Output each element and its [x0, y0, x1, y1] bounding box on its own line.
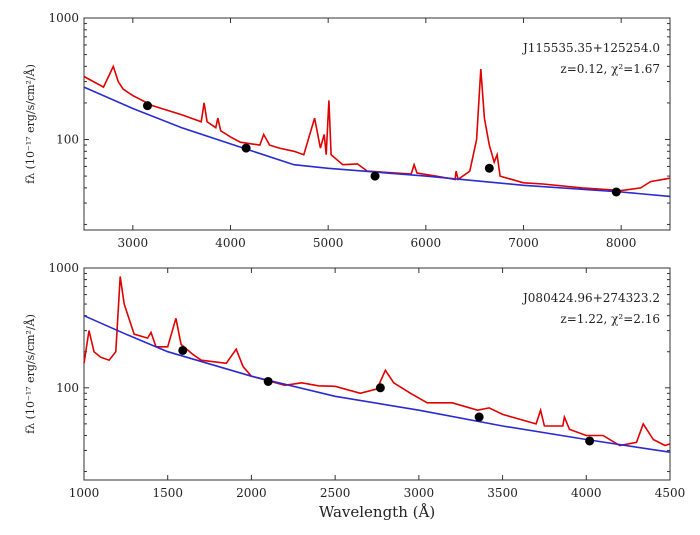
x-tick-label: 3000	[404, 486, 435, 500]
x-tick-label: 2000	[236, 486, 267, 500]
annotation-line: z=1.22, χ²=2.16	[560, 312, 660, 326]
y-tick-label: 100	[56, 133, 79, 147]
y-tick-label: 100	[56, 381, 79, 395]
x-tick-label: 5000	[313, 236, 344, 250]
panel-1: 3000 4000 5000 6000 7000 8000 100 1000 fλ (10⁻¹⁷…	[23, 11, 671, 250]
photometry-point	[484, 163, 494, 173]
photometry-point	[375, 383, 385, 393]
spectrum-line	[83, 276, 671, 447]
x-tick-label: 4000	[571, 486, 602, 500]
y-axis-label: fλ (10⁻¹⁷ erg/s/cm²/Å)	[23, 64, 37, 184]
plot-frame	[83, 267, 671, 481]
panel-2: 1000 1500 2000 2500 3000 3500 4000 4500 100 1000 f…	[23, 261, 685, 521]
y-axis-label: fλ (10⁻¹⁷ erg/s/cm²/Å)	[23, 314, 37, 434]
y-tick-label: 1000	[48, 261, 79, 275]
x-tick-label: 3000	[118, 236, 149, 250]
x-tick-label: 2500	[320, 486, 351, 500]
photometry-point	[142, 101, 152, 111]
x-tick-label: 3500	[487, 486, 518, 500]
photometry-point	[474, 412, 484, 422]
annotation-line: J080424.96+274323.2	[521, 291, 660, 305]
x-tick-label: 7000	[508, 236, 539, 250]
plot-frame	[83, 17, 671, 231]
photometry-point	[263, 376, 273, 386]
annotation-line: z=0.12, χ²=1.67	[560, 62, 660, 76]
photometry-point	[370, 171, 380, 181]
photometry-point	[585, 436, 595, 446]
x-tick-label: 1500	[152, 486, 183, 500]
x-tick-label: 6000	[411, 236, 442, 250]
annotation-line: J115535.35+125254.0	[521, 41, 660, 55]
continuum-fit-line	[83, 314, 671, 453]
x-tick-label: 4500	[655, 486, 686, 500]
photometry-point	[178, 345, 188, 355]
x-tick-label: 8000	[606, 236, 637, 250]
x-tick-label: 4000	[215, 236, 246, 250]
y-tick-label: 1000	[48, 11, 79, 25]
spectrum-line	[83, 64, 671, 192]
photometry-point	[241, 143, 251, 153]
continuum-fit-line	[83, 86, 671, 198]
x-axis-label: Wavelength (Å)	[319, 503, 435, 521]
photometry-point	[611, 187, 621, 197]
x-tick-label: 1000	[69, 486, 100, 500]
